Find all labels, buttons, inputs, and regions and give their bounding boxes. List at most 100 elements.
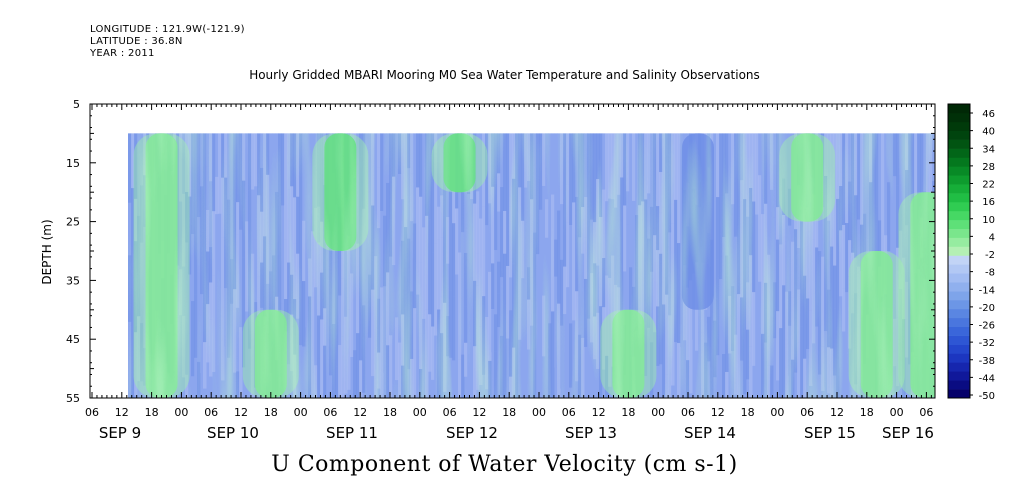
x-tick-label: 12 <box>830 406 844 419</box>
colorbar-cell <box>948 344 970 354</box>
colorbar-cell <box>948 380 970 390</box>
x-tick-label: 12 <box>711 406 725 419</box>
colorbar-cell <box>948 202 970 212</box>
x-tick-label: 00 <box>413 406 427 419</box>
colorbar-cell <box>948 112 970 123</box>
colorbar-label: -32 <box>979 338 995 349</box>
x-tick-label: 12 <box>234 406 248 419</box>
colorbar-cell <box>948 219 970 230</box>
longitude-label: LONGITUDE : 121.9W(-121.9) <box>90 24 245 35</box>
x-tick-label: 00 <box>532 406 546 419</box>
x-tick-label: 12 <box>592 406 606 419</box>
field-cell <box>443 391 447 398</box>
x-day-label: SEP 10 <box>207 424 259 442</box>
colorbar-cell <box>948 317 970 328</box>
colorbar-label: 22 <box>982 180 995 191</box>
x-tick-label: 06 <box>204 406 218 419</box>
colorbar-cell <box>948 389 970 399</box>
colorbar-label: -26 <box>979 321 995 332</box>
colorbar-cell <box>948 326 970 336</box>
colorbar-cell <box>948 175 970 185</box>
x-tick-label: 06 <box>919 406 933 419</box>
year-label: YEAR : 2011 <box>90 48 155 59</box>
colorbar-cell <box>948 300 970 310</box>
colorbar-cell <box>948 193 970 203</box>
colorbar-cell <box>948 291 970 301</box>
colorbar-cell <box>948 210 970 221</box>
x-tick-label: 00 <box>651 406 665 419</box>
x-tick-label: 00 <box>294 406 308 419</box>
colorbar: 46 40 34 28 22 16 10 4 -2 -8 -14 -20 -26 -32 -38 -44 -50 <box>947 103 995 402</box>
x-tick-label: 06 <box>323 406 337 419</box>
colorbar-label: 4 <box>989 232 995 243</box>
chart-title: Hourly Gridded MBARI Mooring M0 Sea Wate… <box>249 68 760 82</box>
colorbar-label: -38 <box>979 356 995 367</box>
x-day-label: SEP 15 <box>804 424 856 442</box>
x-day-label: SEP 16 <box>882 424 934 442</box>
colorbar-cell <box>948 121 970 132</box>
heatmap-field <box>128 133 935 398</box>
colorbar-cell <box>948 371 970 381</box>
x-tick-label: 06 <box>443 406 457 419</box>
x-tick-label: 18 <box>741 406 755 419</box>
x-tick-label: 00 <box>770 406 784 419</box>
colorbar-label: 10 <box>982 215 995 226</box>
x-tick-label: 18 <box>621 406 635 419</box>
colorbar-cell <box>948 237 970 247</box>
colorbar-cell <box>948 273 970 283</box>
colorbar-cell <box>948 264 970 274</box>
colorbar-label: -50 <box>979 391 995 402</box>
colorbar-cell <box>948 282 970 292</box>
colorbar-label: -44 <box>979 373 995 384</box>
colorbar-label: 28 <box>982 162 995 173</box>
colorbar-label: -2 <box>985 250 995 261</box>
colorbar-label: -8 <box>985 268 995 279</box>
x-tick-label: 18 <box>383 406 397 419</box>
x-tick-label: 18 <box>860 406 874 419</box>
x-day-label: SEP 9 <box>99 424 141 442</box>
colorbar-cell <box>948 246 970 256</box>
x-tick-label: 12 <box>353 406 367 419</box>
colorbar-cell <box>948 148 970 158</box>
colorbar-cell <box>948 353 970 363</box>
y-tick-label: 55 <box>66 392 80 405</box>
y-tick-label: 5 <box>73 98 80 111</box>
x-tick-label: 00 <box>174 406 188 419</box>
x-tick-label: 06 <box>800 406 814 419</box>
colorbar-cell <box>948 166 970 176</box>
field-cell <box>638 389 642 398</box>
y-tick-label: 45 <box>66 333 80 346</box>
colorbar-cell <box>948 157 970 167</box>
latitude-label: LATITUDE : 36.8N <box>90 36 183 47</box>
colorbar-cell <box>948 130 970 140</box>
x-tick-label: 00 <box>890 406 904 419</box>
colorbar-cell <box>948 308 970 319</box>
colorbar-cell <box>948 255 970 265</box>
y-tick-label: 35 <box>66 274 80 287</box>
y-axis-label: DEPTH (m) <box>40 219 54 284</box>
colorbar-cell <box>948 184 970 194</box>
colorbar-label: 40 <box>982 127 995 138</box>
colorbar-cell <box>948 228 970 238</box>
x-day-label: SEP 14 <box>684 424 736 442</box>
x-tick-label: 18 <box>264 406 278 419</box>
axes: 06 12 18 00 06 12 18 00 06 12 18 00 06 12 18 00 06 12 18 00… <box>66 98 936 442</box>
x-day-label: SEP 11 <box>326 424 378 442</box>
x-axis-title: U Component of Water Velocity (cm s-1) <box>271 452 738 477</box>
y-tick-label: 15 <box>66 157 80 170</box>
x-tick-label: 18 <box>502 406 516 419</box>
colorbar-cell <box>948 362 970 372</box>
field-texture <box>128 133 935 398</box>
colorbar-label: -14 <box>979 285 995 296</box>
colorbar-label: -20 <box>979 303 995 314</box>
x-tick-label: 06 <box>681 406 695 419</box>
colorbar-cell <box>948 335 970 345</box>
colorbar-cell <box>948 104 970 114</box>
x-tick-label: 18 <box>145 406 159 419</box>
x-tick-label: 12 <box>115 406 129 419</box>
colorbar-label: 46 <box>982 109 995 120</box>
x-tick-label: 06 <box>85 406 99 419</box>
x-day-label: SEP 12 <box>446 424 498 442</box>
